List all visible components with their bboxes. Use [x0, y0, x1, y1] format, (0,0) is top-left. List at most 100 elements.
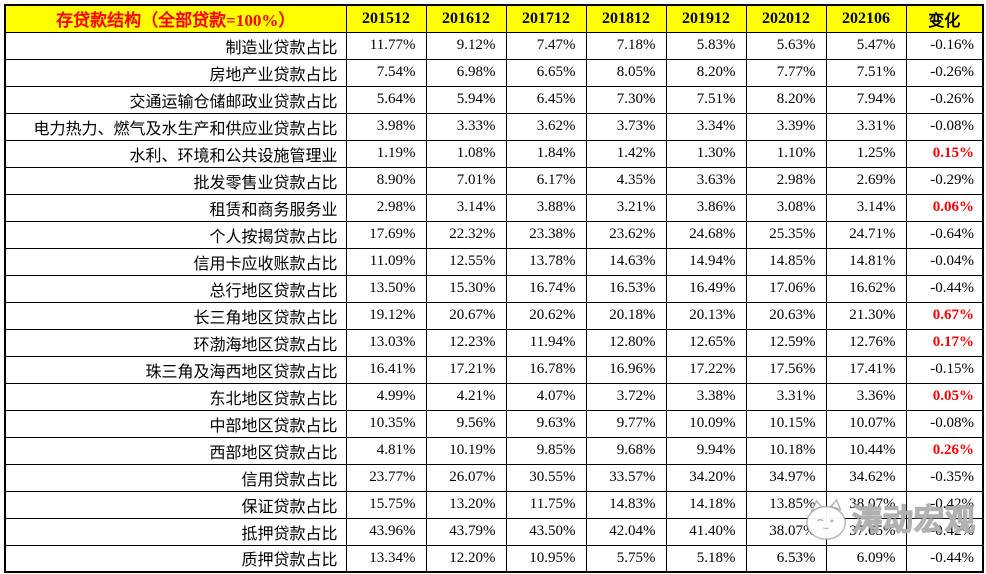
value-cell: 7.30% — [585, 85, 667, 114]
change-cell: -0.64% — [905, 220, 984, 249]
value-cell: 23.62% — [585, 220, 667, 249]
table-row: 交通运输仓储邮政业贷款占比 5.64% 5.94% 6.45% 7.30% 7.51% 8.… — [4, 85, 984, 114]
value-cell: 17.56% — [745, 355, 827, 384]
value-cell: 12.76% — [825, 328, 907, 357]
value-cell: 16.62% — [825, 274, 907, 303]
value-cell: 6.45% — [505, 85, 587, 114]
table-row: 长三角地区贷款占比 19.12% 20.67% 20.62% 20.18% 20.13% 2… — [4, 301, 984, 330]
value-cell: 3.86% — [665, 193, 747, 222]
row-label: 房地产业贷款占比 — [4, 58, 347, 87]
value-cell: 14.18% — [665, 490, 747, 519]
value-cell: 43.79% — [425, 517, 507, 546]
value-cell: 3.14% — [825, 193, 907, 222]
value-cell: 3.88% — [505, 193, 587, 222]
table-row: 个人按揭贷款占比 17.69% 22.32% 23.38% 23.62% 24.68% 25… — [4, 220, 984, 249]
value-cell: 2.69% — [825, 166, 907, 195]
value-cell: 10.19% — [425, 436, 507, 465]
column-header-变化: 变化 — [905, 4, 984, 33]
value-cell: 6.65% — [505, 58, 587, 87]
value-cell: 2.98% — [745, 166, 827, 195]
value-cell: 3.38% — [665, 382, 747, 411]
value-cell: 3.21% — [585, 193, 667, 222]
value-cell: 12.80% — [585, 328, 667, 357]
value-cell: 9.77% — [585, 409, 667, 438]
value-cell: 11.09% — [345, 247, 427, 276]
value-cell: 38.07% — [745, 517, 827, 546]
value-cell: 12.65% — [665, 328, 747, 357]
loan-structure-table: 存贷款结构（全部贷款=100%） 201512 201612 201712 20181… — [4, 4, 984, 573]
value-cell: 15.75% — [345, 490, 427, 519]
value-cell: 3.34% — [665, 112, 747, 141]
value-cell: 8.05% — [585, 58, 667, 87]
value-cell: 12.59% — [745, 328, 827, 357]
value-cell: 3.14% — [425, 193, 507, 222]
row-label: 租赁和商务服务业 — [4, 193, 347, 222]
table-row: 电力热力、燃气及水生产和供应业贷款占比 3.98% 3.33% 3.62% 3.73% 3… — [4, 112, 984, 141]
value-cell: 16.78% — [505, 355, 587, 384]
row-label: 水利、环境和公共设施管理业 — [4, 139, 347, 168]
row-label: 长三角地区贷款占比 — [4, 301, 347, 330]
value-cell: 13.50% — [345, 274, 427, 303]
row-label: 批发零售业贷款占比 — [4, 166, 347, 195]
value-cell: 13.78% — [505, 247, 587, 276]
column-header-202012: 202012 — [745, 4, 827, 33]
value-cell: 14.85% — [745, 247, 827, 276]
column-header-201712: 201712 — [505, 4, 587, 33]
value-cell: 24.68% — [665, 220, 747, 249]
value-cell: 9.63% — [505, 409, 587, 438]
value-cell: 17.22% — [665, 355, 747, 384]
row-label: 西部地区贷款占比 — [4, 436, 347, 465]
value-cell: 7.47% — [505, 31, 587, 60]
table-row: 房地产业贷款占比 7.54% 6.98% 6.65% 8.05% 8.20% 7.77% 7.… — [4, 58, 984, 87]
value-cell: 13.85% — [745, 490, 827, 519]
value-cell: 14.83% — [585, 490, 667, 519]
header-row: 存贷款结构（全部贷款=100%） 201512 201612 201712 20181… — [4, 4, 984, 33]
value-cell: 9.68% — [585, 436, 667, 465]
value-cell: 6.17% — [505, 166, 587, 195]
table-body: 制造业贷款占比 11.77% 9.12% 7.47% 7.18% 5.83% 5.63% 5.… — [4, 31, 984, 573]
value-cell: 20.67% — [425, 301, 507, 330]
change-cell: -0.16% — [905, 31, 984, 60]
value-cell: 26.07% — [425, 463, 507, 492]
value-cell: 3.33% — [425, 112, 507, 141]
table-row: 总行地区贷款占比 13.50% 15.30% 16.74% 16.53% 16.49% 17… — [4, 274, 984, 303]
value-cell: 5.94% — [425, 85, 507, 114]
change-cell: 0.17% — [905, 328, 984, 357]
value-cell: 5.83% — [665, 31, 747, 60]
value-cell: 34.20% — [665, 463, 747, 492]
change-cell: -0.42% — [905, 517, 984, 546]
value-cell: 11.77% — [345, 31, 427, 60]
value-cell: 6.09% — [825, 544, 907, 573]
value-cell: 3.98% — [345, 112, 427, 141]
change-cell: 0.05% — [905, 382, 984, 411]
change-cell: -0.42% — [905, 490, 984, 519]
value-cell: 4.21% — [425, 382, 507, 411]
value-cell: 1.19% — [345, 139, 427, 168]
change-cell: -0.08% — [905, 112, 984, 141]
value-cell: 11.75% — [505, 490, 587, 519]
table-row: 西部地区贷款占比 4.81% 10.19% 9.85% 9.68% 9.94% 10.18%… — [4, 436, 984, 465]
value-cell: 7.18% — [585, 31, 667, 60]
value-cell: 1.42% — [585, 139, 667, 168]
value-cell: 5.63% — [745, 31, 827, 60]
value-cell: 1.84% — [505, 139, 587, 168]
value-cell: 9.85% — [505, 436, 587, 465]
row-label: 交通运输仓储邮政业贷款占比 — [4, 85, 347, 114]
value-cell: 1.08% — [425, 139, 507, 168]
value-cell: 42.04% — [585, 517, 667, 546]
value-cell: 10.95% — [505, 544, 587, 573]
table-row: 信用卡应收账款占比 11.09% 12.55% 13.78% 14.63% 14.94% 1… — [4, 247, 984, 276]
value-cell: 7.77% — [745, 58, 827, 87]
value-cell: 14.94% — [665, 247, 747, 276]
column-header-202106: 202106 — [825, 4, 907, 33]
value-cell: 3.36% — [825, 382, 907, 411]
value-cell: 7.51% — [825, 58, 907, 87]
change-cell: -0.35% — [905, 463, 984, 492]
value-cell: 34.62% — [825, 463, 907, 492]
value-cell: 4.81% — [345, 436, 427, 465]
row-label: 环渤海地区贷款占比 — [4, 328, 347, 357]
value-cell: 8.20% — [665, 58, 747, 87]
value-cell: 13.34% — [345, 544, 427, 573]
row-label: 东北地区贷款占比 — [4, 382, 347, 411]
